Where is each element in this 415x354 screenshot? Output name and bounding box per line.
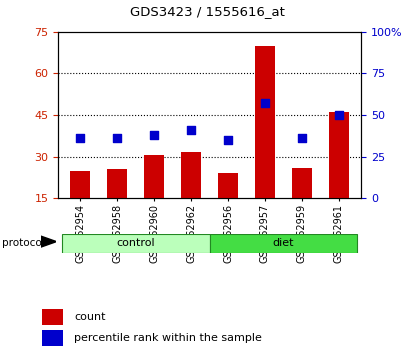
Bar [70, 171, 90, 198]
Text: count: count [74, 312, 106, 322]
Point [336, 112, 342, 118]
Point [188, 127, 194, 133]
Bar [292, 168, 312, 198]
Point [262, 101, 269, 106]
Point [225, 137, 232, 143]
Text: GDS3423 / 1555616_at: GDS3423 / 1555616_at [130, 5, 285, 18]
Polygon shape [41, 236, 56, 247]
Text: protocol: protocol [2, 238, 45, 248]
Text: percentile rank within the sample: percentile rank within the sample [74, 333, 262, 343]
Bar [329, 112, 349, 198]
Bar [144, 155, 164, 198]
Text: control: control [116, 238, 155, 249]
Bar [42, 309, 63, 325]
Bar [62, 234, 210, 253]
Bar [107, 169, 127, 198]
Point [114, 136, 120, 141]
Bar [218, 173, 238, 198]
Text: diet: diet [273, 238, 294, 249]
Bar [181, 153, 201, 198]
Point [77, 136, 83, 141]
Bar [210, 234, 357, 253]
Bar [42, 330, 63, 346]
Point [299, 136, 305, 141]
Point [151, 132, 157, 138]
Bar [255, 46, 275, 198]
